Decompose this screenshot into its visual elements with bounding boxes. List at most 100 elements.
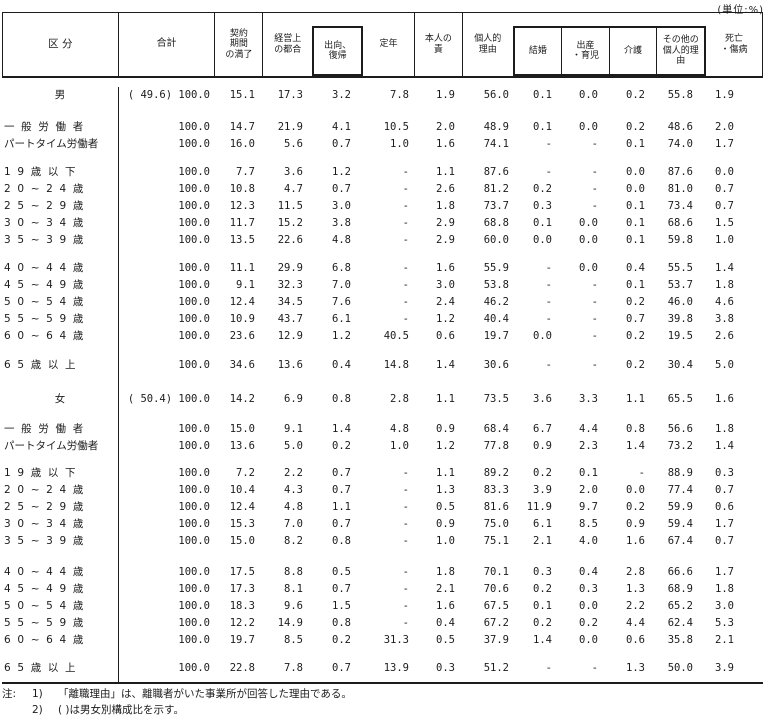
data-cell: 3.0 xyxy=(436,279,455,291)
data-cell: - xyxy=(402,296,409,308)
data-cell: 11.9 xyxy=(526,501,552,513)
data-cell: 10.8 xyxy=(229,183,255,195)
data-cell: 30.4 xyxy=(667,359,693,371)
table-row: 5 5 ~ 5 9 歳 100.0 12.2 14.9 0.8 - 0.4 67.2 0.2 0.… xyxy=(2,615,763,632)
data-cell: - xyxy=(545,662,552,674)
data-cell: 0.0 xyxy=(579,600,598,612)
data-cell: 34.6 xyxy=(229,359,255,371)
data-cell: 5.0 xyxy=(284,440,303,452)
data-cell: 0.3 xyxy=(436,662,455,674)
data-cell: 0.3 xyxy=(715,467,734,479)
header-total: 合計 xyxy=(119,13,216,76)
data-cell: 13.6 xyxy=(277,359,303,371)
data-cell: - xyxy=(591,279,598,291)
data-cell: 100.0 xyxy=(178,183,210,195)
data-cell: 2.9 xyxy=(436,217,455,229)
data-cell: 0.9 xyxy=(626,518,645,530)
data-cell: 13.9 xyxy=(383,662,409,674)
data-cell: 32.3 xyxy=(277,279,303,291)
data-cell: 10.9 xyxy=(229,313,255,325)
data-cell: 2.2 xyxy=(626,600,645,612)
header-own-fault: 本人の 責 xyxy=(415,13,463,76)
data-cell: 73.7 xyxy=(483,200,509,212)
table-row: 6 5 歳 以 上 100.0 34.6 13.6 0.4 14.8 1.4 30.6 - - 0.… xyxy=(2,357,763,374)
data-cell: 9.1 xyxy=(236,279,255,291)
data-cell: - xyxy=(402,501,409,513)
data-cell: 67.4 xyxy=(667,535,693,547)
data-cell: 1.8 xyxy=(436,200,455,212)
data-cell: 15.1 xyxy=(229,89,255,101)
data-cell: 6.1 xyxy=(533,518,552,530)
data-cell: 12.9 xyxy=(277,330,303,342)
data-cell: 1.4 xyxy=(332,423,351,435)
table-row: 4 0 ~ 4 4 歳 100.0 11.1 29.9 6.8 - 1.6 55.9 - 0.0 0… xyxy=(2,260,763,277)
data-cell: 6.8 xyxy=(332,262,351,274)
data-cell: 73.2 xyxy=(667,440,693,452)
data-cell: 100.0 xyxy=(178,617,210,629)
data-cell: 0.8 xyxy=(332,617,351,629)
data-cell: 53.8 xyxy=(483,279,509,291)
data-cell: 2.8 xyxy=(626,566,645,578)
data-cell: 100.0 xyxy=(178,262,210,274)
data-cell: 100.0 xyxy=(178,330,210,342)
data-cell: 77.4 xyxy=(667,484,693,496)
data-cell: 23.6 xyxy=(229,330,255,342)
data-cell: 100.0 xyxy=(178,501,210,513)
table-row: 一 般 労 働 者 100.0 15.0 9.1 1.4 4.8 0.9 68.4 6.7 4.4… xyxy=(2,421,763,438)
data-cell: - xyxy=(402,166,409,178)
header-management-reasons: 経営上 の都合 xyxy=(274,34,302,55)
data-cell: 6.9 xyxy=(284,393,303,405)
data-cell: 100.0 xyxy=(178,583,210,595)
data-cell: 11.7 xyxy=(229,217,255,229)
data-cell: 1.7 xyxy=(715,138,734,150)
data-cell: - xyxy=(591,138,598,150)
data-cell: 75.1 xyxy=(483,535,509,547)
data-cell: 60.0 xyxy=(483,234,509,246)
data-cell: 46.2 xyxy=(483,296,509,308)
data-cell: 0.2 xyxy=(626,121,645,133)
data-cell: 1.1 xyxy=(436,166,455,178)
data-cell: - xyxy=(591,330,598,342)
row-label: 2 5 ~ 2 9 歳 xyxy=(4,501,84,513)
data-cell: - xyxy=(545,262,552,274)
table-row: 2 0 ~ 2 4 歳 100.0 10.8 4.7 0.7 - 2.6 81.2 0.2 - 0.… xyxy=(2,181,763,198)
data-cell: 1.4 xyxy=(626,440,645,452)
data-cell: 0.7 xyxy=(332,484,351,496)
data-cell: 70.6 xyxy=(483,583,509,595)
header-contract-expiry: 契約 期間 の満了 xyxy=(215,13,264,76)
data-cell: 15.2 xyxy=(277,217,303,229)
data-cell: 68.8 xyxy=(483,217,509,229)
data-cell: 62.4 xyxy=(667,617,693,629)
header-other-personal: その他の 個人的理 由 xyxy=(662,35,699,67)
data-cell: 7.6 xyxy=(332,296,351,308)
data-cell: 2.8 xyxy=(390,393,409,405)
data-cell: 87.6 xyxy=(667,166,693,178)
table-row: 4 5 ~ 4 9 歳 100.0 17.3 8.1 0.7 - 2.1 70.6 0.2 0.3… xyxy=(2,581,763,598)
data-cell: 2.1 xyxy=(436,583,455,595)
table-row: 3 0 ~ 3 4 歳 100.0 15.3 7.0 0.7 - 0.9 75.0 6.1 8.5… xyxy=(2,516,763,533)
data-cell: 0.4 xyxy=(332,359,351,371)
data-cell: - xyxy=(545,359,552,371)
data-cell: 35.8 xyxy=(667,634,693,646)
data-cell: 6.1 xyxy=(332,313,351,325)
row-label: 5 5 ~ 5 9 歳 xyxy=(4,313,84,325)
data-cell: 14.2 xyxy=(229,393,255,405)
data-cell: 55.8 xyxy=(667,89,693,101)
data-cell: 8.5 xyxy=(579,518,598,530)
data-cell: 1.4 xyxy=(715,440,734,452)
data-cell: 65.5 xyxy=(667,393,693,405)
data-cell: 0.1 xyxy=(626,138,645,150)
data-cell: 3.8 xyxy=(332,217,351,229)
data-cell: 0.8 xyxy=(332,535,351,547)
data-cell: 100.0 xyxy=(178,566,210,578)
data-cell: 59.4 xyxy=(667,518,693,530)
header-death-injury: 死亡 ・傷病 xyxy=(720,34,748,55)
data-cell: 100.0 xyxy=(178,359,210,371)
data-cell: 1.6 xyxy=(436,600,455,612)
row-label: 3 5 ~ 3 9 歳 xyxy=(4,535,84,547)
data-cell: 1.8 xyxy=(715,279,734,291)
table-row: 5 0 ~ 5 4 歳 100.0 18.3 9.6 1.5 - 1.6 67.5 0.1 0.0… xyxy=(2,598,763,615)
data-cell: 1.3 xyxy=(436,484,455,496)
data-cell: 1.1 xyxy=(436,393,455,405)
header-nursing-care: 介護 xyxy=(610,28,658,74)
